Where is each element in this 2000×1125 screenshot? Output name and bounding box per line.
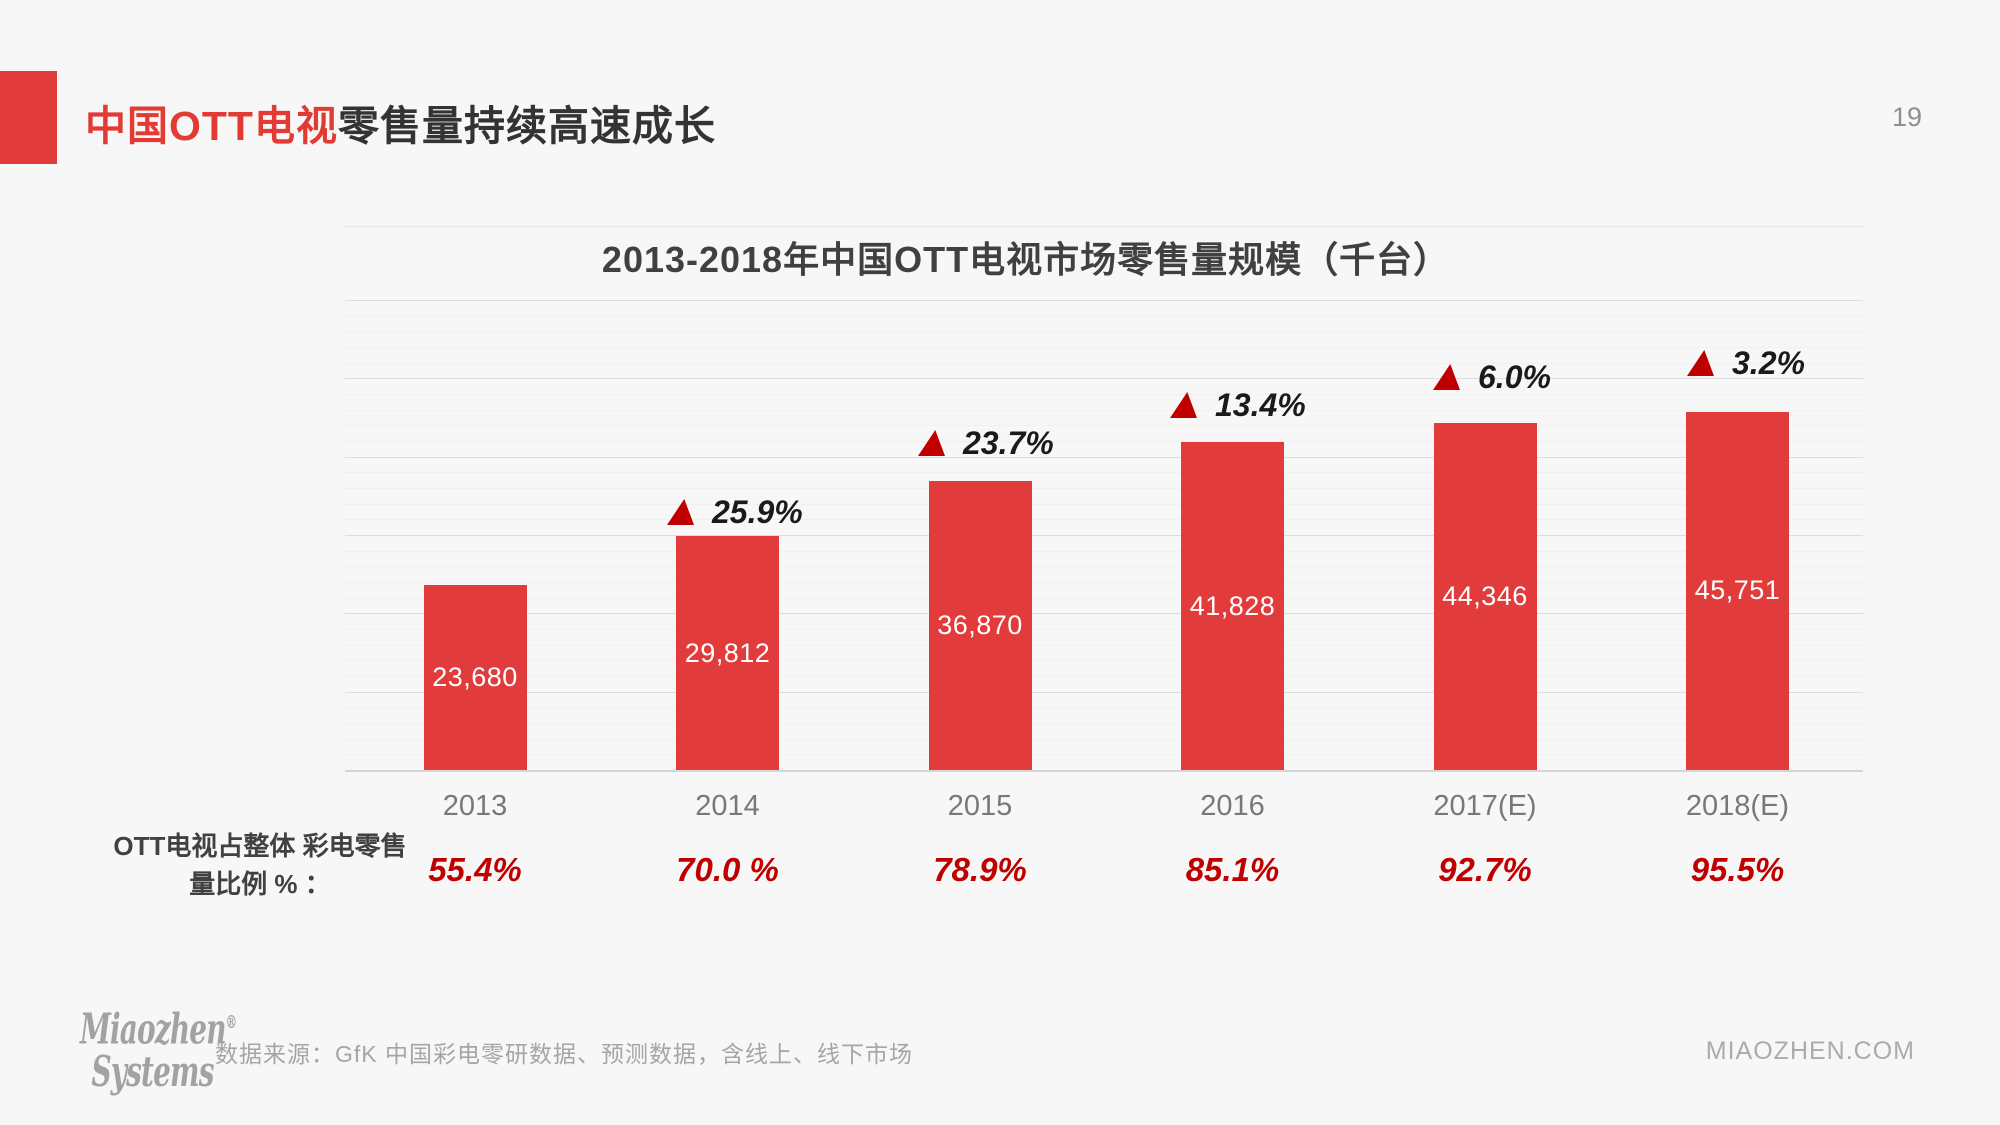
up-triangle-icon xyxy=(1687,350,1714,376)
major-gridline xyxy=(345,378,1863,380)
data-source-note: 数据来源：GfK 中国彩电零研数据、预测数据，含线上、线下市场 xyxy=(215,1041,914,1067)
up-triangle-icon xyxy=(918,430,945,456)
page-number: 19 xyxy=(1891,102,1922,132)
bar-2017(E): 44,346 xyxy=(1433,422,1537,770)
minor-gridline xyxy=(345,362,1863,364)
minor-gridline xyxy=(345,441,1863,442)
registered-mark: ® xyxy=(225,1013,237,1034)
minor-gridline xyxy=(345,582,1863,583)
minor-gridline xyxy=(345,707,1863,709)
chart-top-border xyxy=(345,226,1863,227)
page-title-highlight: 中国OTT电视 xyxy=(85,103,338,149)
minor-gridline xyxy=(345,394,1863,395)
minor-gridline xyxy=(345,738,1863,740)
bar-value-label: 41,828 xyxy=(1189,590,1276,621)
bar-2013: 23,680 xyxy=(423,584,527,770)
minor-gridline xyxy=(345,519,1863,521)
major-gridline xyxy=(345,613,1863,615)
minor-gridline xyxy=(345,425,1863,427)
growth-percent: 23.7% xyxy=(963,424,1054,461)
minor-gridline xyxy=(345,488,1863,489)
minor-gridline xyxy=(345,629,1863,630)
growth-percent: 25.9% xyxy=(712,493,803,530)
x-axis-label-2018(E): 2018(E) xyxy=(1685,790,1790,822)
up-triangle-icon xyxy=(1170,392,1197,418)
share-percent-2016: 85.1% xyxy=(1185,851,1280,888)
bar-value-label: 29,812 xyxy=(684,637,771,668)
x-axis-label-2014: 2014 xyxy=(695,790,760,822)
bar-value-label: 36,870 xyxy=(937,610,1023,641)
page-title: 中国OTT电视零售量持续高速成长 xyxy=(85,92,716,152)
minor-gridline xyxy=(345,644,1863,646)
growth-label-2018(E): 3.2% xyxy=(1687,345,1805,381)
bar-value-label: 44,346 xyxy=(1442,580,1528,611)
growth-label-2014: 25.9% xyxy=(667,494,803,530)
bar-2015: 36,870 xyxy=(928,481,1032,770)
minor-gridline xyxy=(345,754,1863,756)
share-percent-2013: 55.4% xyxy=(428,851,522,888)
growth-label-2017(E): 6.0% xyxy=(1433,359,1551,395)
growth-label-2016: 13.4% xyxy=(1170,387,1306,423)
logo-line2: Systems xyxy=(91,1047,214,1098)
growth-percent: 6.0% xyxy=(1478,358,1551,395)
logo-line1: Miaozhen® xyxy=(80,1004,237,1055)
up-triangle-icon xyxy=(667,499,694,525)
minor-gridline xyxy=(345,676,1863,677)
growth-percent: 13.4% xyxy=(1215,386,1306,423)
x-axis-label-2015: 2015 xyxy=(947,790,1013,822)
x-axis-label-2013: 2013 xyxy=(442,790,508,822)
minor-gridline xyxy=(345,315,1863,317)
minor-gridline xyxy=(345,660,1863,662)
site-url: MIAOZHEN.COM xyxy=(1705,1037,1915,1065)
share-percent-2017(E): 92.7% xyxy=(1438,851,1532,888)
share-percent-2015: 78.9% xyxy=(933,851,1027,888)
bar-chart-plot-area: 23,680 29,812 36,870 41,828 44,346 45,751 xyxy=(345,300,1863,772)
minor-gridline xyxy=(345,347,1863,348)
up-triangle-icon xyxy=(1433,364,1460,390)
x-axis-label-2017(E): 2017(E) xyxy=(1433,790,1537,822)
chart-title: 2013-2018年中国OTT电视市场零售量规模（千台） xyxy=(601,239,1451,280)
minor-gridline xyxy=(345,550,1863,552)
miaozhen-logo: Miaozhen® Systems xyxy=(80,1002,237,1098)
bar-2014: 29,812 xyxy=(676,536,779,770)
share-percent-2014: 70.0 % xyxy=(676,851,779,888)
share-row-label-line1: OTT电视占整体 xyxy=(113,831,296,861)
x-axis-label-2016: 2016 xyxy=(1200,790,1265,822)
major-gridline xyxy=(345,691,1863,693)
growth-percent: 3.2% xyxy=(1732,344,1805,381)
major-gridline xyxy=(345,300,1863,301)
bar-value-label: 23,680 xyxy=(432,661,518,692)
major-gridline xyxy=(345,456,1863,458)
bar-2018(E): 45,751 xyxy=(1686,411,1789,770)
minor-gridline xyxy=(345,331,1863,333)
minor-gridline xyxy=(345,503,1863,505)
title-accent-block xyxy=(0,71,57,164)
minor-gridline xyxy=(345,472,1863,474)
major-gridline xyxy=(345,535,1863,536)
minor-gridline xyxy=(345,723,1863,724)
share-row-label: OTT电视占整体 彩电零售量比例 % ： xyxy=(110,827,410,903)
minor-gridline xyxy=(345,597,1863,599)
minor-gridline xyxy=(345,566,1863,568)
share-percent-2018(E): 95.5% xyxy=(1690,851,1785,888)
growth-label-2015: 23.7% xyxy=(918,425,1054,461)
minor-gridline xyxy=(345,409,1863,411)
share-row-label-line2: 彩电零售量比例 % ： xyxy=(189,831,407,899)
bar-2016: 41,828 xyxy=(1181,442,1284,770)
page-title-rest: 零售量持续高速成长 xyxy=(337,103,716,149)
bar-value-label: 45,751 xyxy=(1694,575,1781,606)
